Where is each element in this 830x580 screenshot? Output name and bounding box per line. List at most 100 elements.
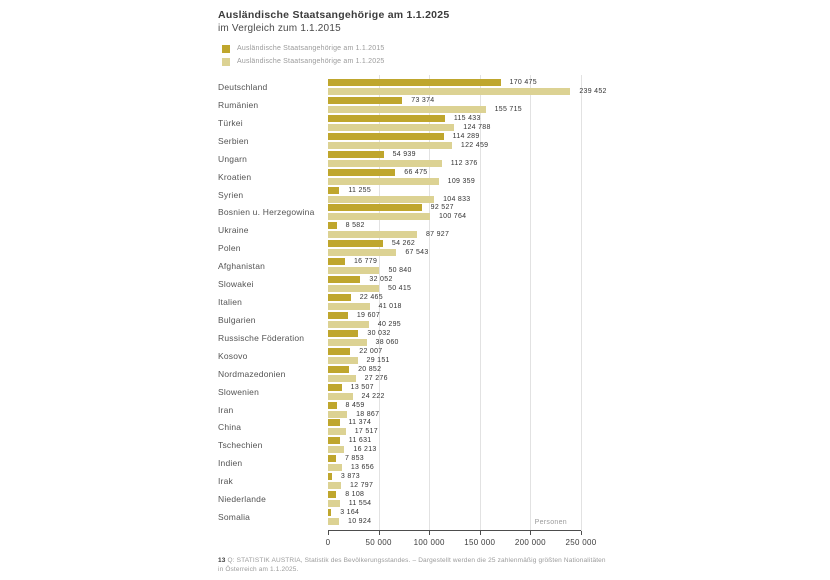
value-label-2025: 239 452 [579,88,607,95]
value-label-2015: 11 631 [348,437,372,445]
value-label-2015: 30 032 [367,329,391,337]
country-label: Kroatien [218,171,252,182]
value-label-2015: 8 582 [345,222,365,230]
bar-2025 [328,338,367,346]
bar-row: Syrien 11 255 104 833 [218,186,581,205]
value-label-2025: 112 376 [450,159,478,167]
value-label-2025: 124 788 [463,123,491,131]
value-label-2025: 13 656 [350,464,375,472]
bar-2025 [328,392,353,400]
bar-row: China 11 374 17 517 [218,419,581,437]
bar-2015 [328,258,345,266]
x-axis-tick [479,531,481,535]
bar-row: Bosnien u. Herzegowina 92 527 100 764 [218,204,581,222]
bar-row: Tschechien 11 631 16 213 [218,437,581,455]
bar-row: Kosovo 22 007 29 151 [218,347,581,366]
bar-line-2025: 40 295 [328,320,581,328]
value-label-2015: 22 465 [359,294,383,302]
value-label-2025: 38 060 [375,338,399,346]
bar-line-2025: 50 415 [328,285,581,293]
bar-2015 [328,419,340,427]
bar-2025 [328,303,370,311]
bar-2015 [328,473,332,481]
bar-2025 [328,177,439,185]
value-label-2025: 24 222 [361,392,385,400]
bar-line-2025: 155 715 [328,105,581,113]
bar-2015 [328,276,361,284]
bar-2015 [328,401,337,409]
bar-line-2015: 16 779 [328,258,581,266]
value-label-2025: 109 359 [447,177,476,185]
bar-2025 [328,105,486,113]
bar-line-2015: 66 475 [328,168,581,176]
bar-row: Rumänien 73 374 155 715 [218,96,581,115]
bar-2015 [328,455,336,463]
bar-line-2015: 22 007 [328,347,581,355]
country-label: China [218,422,242,433]
bar-line-2015: 11 631 [328,437,581,445]
x-axis-tick [429,531,431,535]
bar-line-2015: 114 289 [328,132,581,140]
bar-line-2025: 109 359 [328,177,581,185]
bar-line-2015: 54 262 [328,240,581,248]
value-label-2025: 50 840 [388,267,412,275]
bar-2015 [328,186,340,194]
bar-2015 [328,240,383,248]
bar-row: Russische Föderation 30 032 38 060 [218,329,581,348]
country-label: Deutschland [218,82,268,92]
value-label-2025: 104 833 [443,195,471,203]
chart-subtitle: im Vergleich zum 1.1.2015 [218,23,341,34]
bar-line-2025: 122 459 [328,141,581,149]
bar-2025 [328,446,345,454]
bar-line-2025: 13 656 [328,464,581,472]
bar-line-2025: 29 151 [328,356,581,364]
bar-row: Irak 3 873 12 797 [218,473,581,491]
country-label: Rumänien [218,99,259,110]
plot-area: Deutschland 170 475 239 452 Rumänien 73 374 1… [218,75,606,547]
country-label: Syrien [218,189,244,200]
bar-line-2015: 30 032 [328,329,581,337]
bar-2025 [328,267,380,275]
value-label-2015: 19 607 [356,311,381,319]
legend-swatch-2015-icon [222,44,230,53]
bar-2025 [328,464,342,472]
bar-row: Indien 7 853 13 656 [218,455,581,473]
legend-swatch-2025-icon [222,57,230,66]
country-label: Afghanistan [218,261,266,272]
footnote-text: Q: STATISTIK AUSTRIA, Statistik des Bevö… [218,557,606,574]
bar-2025 [328,428,346,436]
country-label: Ukraine [218,225,249,236]
value-label-2025: 122 459 [460,141,489,149]
value-label-2015: 13 507 [350,383,374,391]
bar-line-2025: 10 924 [328,518,581,526]
bar-line-2025: 17 517 [328,428,581,436]
bar-line-2025: 239 452 [328,88,606,95]
value-label-2025: 41 018 [378,303,402,311]
bar-line-2025: 12 797 [328,482,581,490]
bar-line-2025: 11 554 [328,500,581,508]
value-label-2015: 11 374 [348,419,372,427]
x-tick-label: 250 000 [565,538,597,547]
bar-line-2025: 41 018 [328,303,581,311]
value-label-2025: 17 517 [354,428,378,436]
bar-line-2015: 22 465 [328,294,581,302]
value-label-2015: 3 164 [340,509,360,517]
value-label-2015: 73 374 [411,96,435,104]
bar-line-2025: 87 927 [328,231,581,239]
country-label: Bosnien u. Herzegowina [218,207,315,218]
value-label-2015: 32 052 [369,276,393,284]
bar-line-2025: 67 543 [328,249,581,257]
bar-2015 [328,168,396,176]
bar-row: Iran 8 459 18 867 [218,401,581,420]
country-label: Polen [218,243,241,254]
gridline [530,75,532,531]
bar-line-2015: 7 853 [328,455,581,463]
bar-2025 [328,213,430,221]
bar-line-2015: 8 108 [328,491,581,499]
bar-line-2025: 50 840 [328,267,581,275]
value-label-2015: 20 852 [358,365,382,373]
x-axis-tick [328,531,329,535]
value-label-2015: 11 255 [348,186,372,194]
bar-2015 [328,150,384,158]
